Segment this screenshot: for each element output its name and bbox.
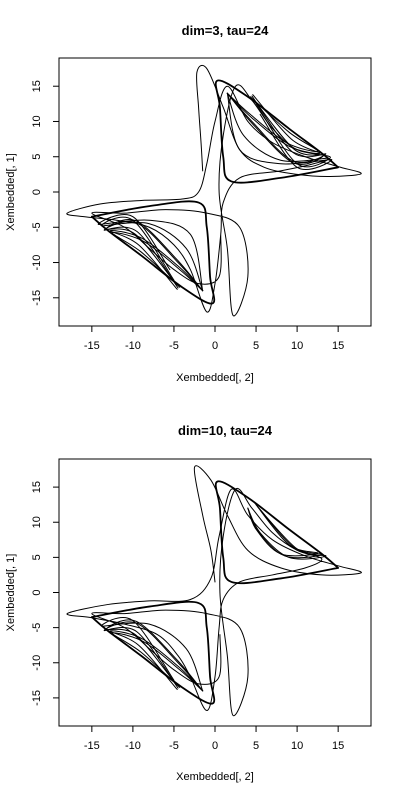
- x-tick-label: 5: [253, 740, 259, 752]
- y-tick-label: 15: [31, 80, 43, 92]
- trajectory-line-6: [106, 619, 204, 692]
- x-axis-label: Xembedded[, 2]: [176, 372, 254, 384]
- x-tick-label: 5: [253, 340, 259, 352]
- trajectory-line-10: [90, 600, 216, 705]
- trajectory-line-6: [226, 92, 329, 168]
- trajectory-line-1: [66, 465, 362, 716]
- plot-frame: [58, 458, 372, 727]
- trajectory-line-2: [247, 502, 319, 557]
- y-tick-label: -10: [31, 655, 43, 671]
- x-tick-label: -10: [125, 340, 141, 352]
- trajectory-group: [66, 465, 362, 716]
- trajectory-line-3: [247, 504, 323, 559]
- x-tick-label: -5: [169, 340, 179, 352]
- y-tick-label: 0: [31, 189, 43, 195]
- trajectory-line-7: [111, 632, 204, 692]
- x-tick-label: -15: [84, 340, 100, 352]
- trajectory-line-14: [90, 200, 216, 305]
- y-tick-label: -5: [31, 222, 43, 232]
- x-tick-label: 10: [291, 740, 303, 752]
- x-tick-label: -5: [169, 740, 179, 752]
- y-axis-label: Xembedded[, 1]: [5, 153, 17, 231]
- trajectory-line-7: [226, 92, 333, 170]
- x-tick-label: -15: [84, 740, 100, 752]
- x-tick-label: -10: [125, 740, 141, 752]
- trajectory-line-10: [111, 232, 204, 292]
- y-tick-label: 10: [31, 115, 43, 127]
- x-tick-label: 15: [332, 340, 344, 352]
- x-tick-label: 10: [291, 340, 303, 352]
- x-axis-label: Xembedded[, 2]: [176, 771, 254, 783]
- y-tick-label: 15: [31, 481, 43, 493]
- y-tick-label: 5: [31, 554, 43, 560]
- y-tick-label: 5: [31, 154, 43, 160]
- y-tick-label: 10: [31, 516, 43, 528]
- y-tick-label: -15: [31, 690, 43, 706]
- y-axis-label: Xembedded[, 1]: [5, 554, 17, 632]
- trajectory-line-13: [97, 214, 204, 292]
- chart-title: dim=3, tau=24: [182, 23, 269, 38]
- plot-panel-1: dim=3, tau=24 -15 -10 -5 0 5 10 15 -15 -10 -5 0 5 10 1…: [5, 23, 372, 384]
- trajectory-line-5: [226, 92, 321, 154]
- chart-title: dim=10, tau=24: [178, 423, 273, 438]
- trajectory-line-1: [66, 64, 362, 317]
- trajectory-group: [66, 64, 362, 317]
- trajectory-line-11: [109, 230, 204, 292]
- trajectory-line-15: [214, 79, 340, 184]
- y-tick-label: -5: [31, 623, 43, 633]
- trajectory-line-3: [226, 92, 324, 165]
- trajectory-line-8: [109, 630, 204, 692]
- x-tick-label: 0: [212, 740, 218, 752]
- y-tick-label: -10: [31, 255, 43, 271]
- plot-panel-2: dim=10, tau=24 -15 -10 -5 0 5 10 15 -15 -10 -5 0 5 10…: [5, 423, 372, 783]
- trajectory-line-4: [247, 506, 327, 560]
- y-tick-label: -15: [31, 290, 43, 306]
- trajectory-line-12: [101, 216, 204, 292]
- trajectory-line-9: [101, 617, 204, 692]
- trajectory-line-11: [214, 480, 340, 585]
- trajectory-line-4: [226, 92, 319, 152]
- x-tick-label: 0: [212, 340, 218, 352]
- x-tick-label: 15: [332, 740, 344, 752]
- y-tick-label: 0: [31, 589, 43, 595]
